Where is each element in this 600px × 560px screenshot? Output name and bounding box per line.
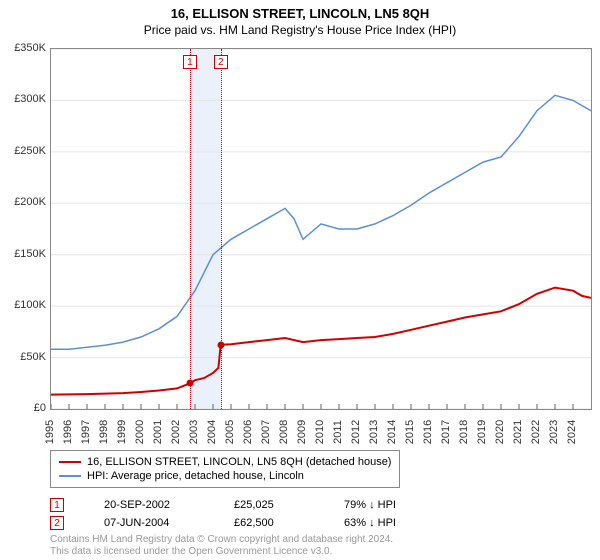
- x-tick-label: 2013: [368, 417, 380, 447]
- x-tick-label: 2004: [206, 417, 218, 447]
- marker-id-box: 2: [50, 516, 64, 530]
- x-tick-label: 2020: [494, 417, 506, 447]
- marker-vline: [221, 49, 222, 409]
- y-tick-label: £0: [34, 402, 46, 414]
- x-tick-label: 1999: [116, 417, 128, 447]
- y-tick-label: £50K: [20, 351, 46, 363]
- marker-callout: 1: [183, 55, 197, 69]
- marker-vline: [190, 49, 191, 409]
- marker-dot: [186, 380, 193, 387]
- x-tick-label: 2003: [188, 417, 200, 447]
- y-tick-label: £200K: [14, 196, 46, 208]
- marker-price: £25,025: [234, 499, 304, 511]
- legend-item: 16, ELLISON STREET, LINCOLN, LN5 8QH (de…: [59, 455, 391, 469]
- x-tick-label: 2009: [296, 417, 308, 447]
- legend-swatch: [59, 461, 81, 463]
- x-tick-label: 2017: [440, 417, 452, 447]
- y-tick-label: £300K: [14, 93, 46, 105]
- marker-pct: 63% ↓ HPI: [344, 517, 424, 529]
- legend: 16, ELLISON STREET, LINCOLN, LN5 8QH (de…: [50, 450, 400, 488]
- x-tick-label: 2006: [242, 417, 254, 447]
- footer-line-2: This data is licensed under the Open Gov…: [50, 546, 393, 558]
- x-tick-label: 1996: [62, 417, 74, 447]
- marker-date: 07-JUN-2004: [104, 517, 194, 529]
- marker-price: £62,500: [234, 517, 304, 529]
- x-tick-label: 2007: [260, 417, 272, 447]
- x-tick-label: 1997: [80, 417, 92, 447]
- x-tick-label: 2014: [386, 417, 398, 447]
- x-tick-label: 2000: [134, 417, 146, 447]
- x-tick-label: 2010: [314, 417, 326, 447]
- x-tick-label: 2022: [530, 417, 542, 447]
- x-tick-label: 2018: [458, 417, 470, 447]
- x-tick-label: 1998: [98, 417, 110, 447]
- x-tick-label: 2008: [278, 417, 290, 447]
- legend-swatch: [59, 475, 81, 477]
- chart-subtitle: Price paid vs. HM Land Registry's House …: [0, 21, 600, 37]
- marker-table: 1 20-SEP-2002 £25,025 79% ↓ HPI 2 07-JUN…: [50, 496, 424, 532]
- x-tick-label: 2011: [332, 417, 344, 447]
- footer-line-1: Contains HM Land Registry data © Crown c…: [50, 534, 393, 546]
- x-tick-label: 2019: [476, 417, 488, 447]
- marker-dot: [217, 341, 224, 348]
- y-tick-label: £350K: [14, 42, 46, 54]
- x-tick-label: 2015: [404, 417, 416, 447]
- legend-label: HPI: Average price, detached house, Linc…: [87, 470, 304, 482]
- legend-label: 16, ELLISON STREET, LINCOLN, LN5 8QH (de…: [87, 456, 391, 468]
- footer: Contains HM Land Registry data © Crown c…: [50, 534, 393, 558]
- x-tick-label: 2012: [350, 417, 362, 447]
- chart-title: 16, ELLISON STREET, LINCOLN, LN5 8QH: [0, 0, 600, 21]
- x-tick-label: 1995: [44, 417, 56, 447]
- x-tick-label: 2001: [152, 417, 164, 447]
- y-tick-label: £100K: [14, 299, 46, 311]
- marker-row: 2 07-JUN-2004 £62,500 63% ↓ HPI: [50, 514, 424, 532]
- marker-pct: 79% ↓ HPI: [344, 499, 424, 511]
- marker-callout: 2: [214, 55, 228, 69]
- y-tick-label: £250K: [14, 145, 46, 157]
- plot-area: 12: [50, 48, 592, 410]
- marker-date: 20-SEP-2002: [104, 499, 194, 511]
- x-tick-label: 2023: [548, 417, 560, 447]
- marker-row: 1 20-SEP-2002 £25,025 79% ↓ HPI: [50, 496, 424, 514]
- x-tick-label: 2002: [170, 417, 182, 447]
- chart-container: 16, ELLISON STREET, LINCOLN, LN5 8QH Pri…: [0, 0, 600, 560]
- x-tick-label: 2005: [224, 417, 236, 447]
- x-tick-label: 2021: [512, 417, 524, 447]
- legend-item: HPI: Average price, detached house, Linc…: [59, 469, 391, 483]
- x-tick-label: 2016: [422, 417, 434, 447]
- marker-id-box: 1: [50, 498, 64, 512]
- plot-svg: [51, 49, 591, 409]
- y-tick-label: £150K: [14, 248, 46, 260]
- x-tick-label: 2024: [566, 417, 578, 447]
